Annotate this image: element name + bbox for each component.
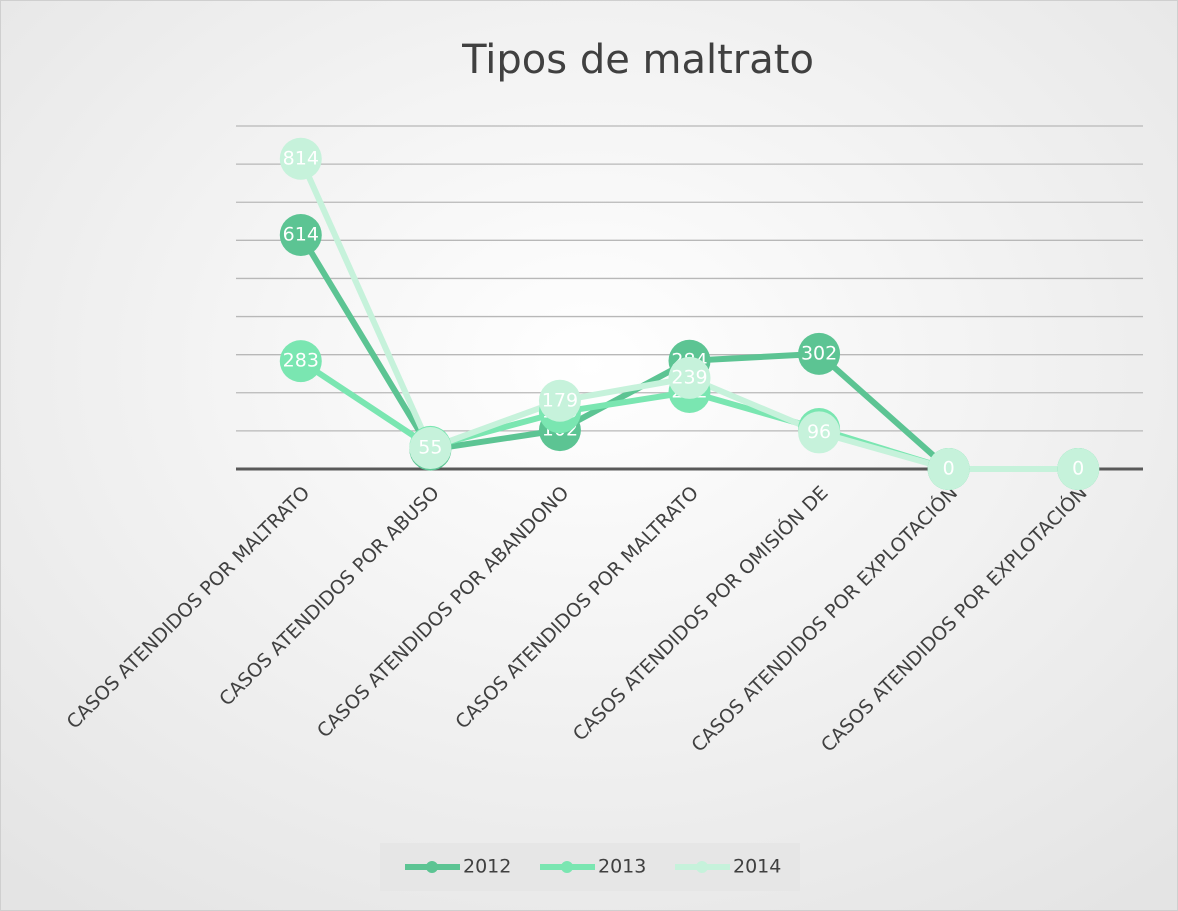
- data-label: 179: [542, 389, 578, 411]
- legend-marker: [561, 861, 573, 873]
- marker: [1057, 448, 1100, 490]
- marker: [927, 448, 970, 490]
- legend-label: 2012: [463, 856, 511, 878]
- legend-label: 2014: [733, 856, 781, 878]
- data-label: 96: [807, 421, 831, 443]
- marker: [798, 411, 841, 454]
- data-label: 239: [671, 366, 707, 388]
- legend-marker: [696, 861, 708, 873]
- marker: [798, 332, 841, 375]
- legend-marker: [426, 861, 438, 873]
- data-label: 302: [801, 342, 837, 364]
- data-label: 283: [283, 350, 319, 372]
- data-label: 814: [283, 147, 319, 169]
- marker: [538, 379, 581, 422]
- data-label: 614: [283, 223, 319, 245]
- legend-label: 2013: [598, 856, 646, 878]
- data-label: 0: [1072, 458, 1084, 480]
- data-label: 55: [418, 437, 442, 459]
- marker: [279, 213, 322, 256]
- marker: [409, 427, 452, 470]
- marker: [279, 137, 322, 180]
- chart-title: Tipos de maltrato: [461, 37, 814, 83]
- marker: [668, 356, 711, 399]
- marker: [279, 340, 322, 383]
- data-label: 0: [943, 458, 955, 480]
